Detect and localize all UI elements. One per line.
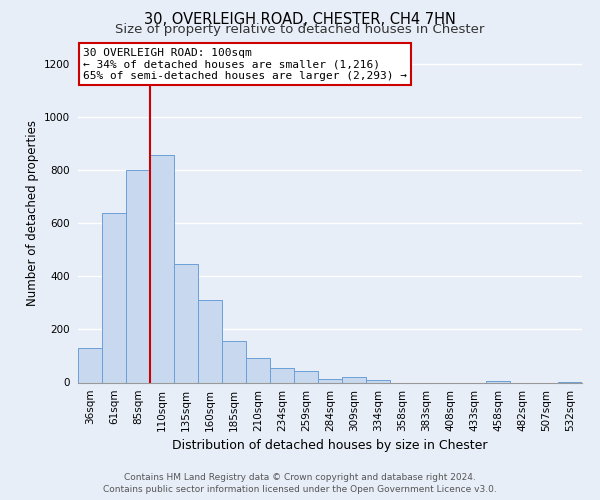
Bar bbox=[222, 340, 246, 382]
Bar bbox=[150, 156, 174, 382]
Bar bbox=[198, 300, 222, 382]
Bar bbox=[486, 381, 510, 382]
Bar bbox=[342, 376, 366, 382]
Bar bbox=[78, 348, 102, 382]
Text: Size of property relative to detached houses in Chester: Size of property relative to detached ho… bbox=[115, 22, 485, 36]
Text: 30 OVERLEIGH ROAD: 100sqm
← 34% of detached houses are smaller (1,216)
65% of se: 30 OVERLEIGH ROAD: 100sqm ← 34% of detac… bbox=[83, 48, 407, 81]
Bar bbox=[366, 380, 390, 382]
Bar bbox=[294, 372, 318, 382]
Text: 30, OVERLEIGH ROAD, CHESTER, CH4 7HN: 30, OVERLEIGH ROAD, CHESTER, CH4 7HN bbox=[144, 12, 456, 28]
Text: Contains HM Land Registry data © Crown copyright and database right 2024.
Contai: Contains HM Land Registry data © Crown c… bbox=[103, 472, 497, 494]
Bar bbox=[174, 264, 198, 382]
X-axis label: Distribution of detached houses by size in Chester: Distribution of detached houses by size … bbox=[172, 439, 488, 452]
Bar bbox=[318, 378, 342, 382]
Y-axis label: Number of detached properties: Number of detached properties bbox=[26, 120, 38, 306]
Bar bbox=[270, 368, 294, 382]
Bar bbox=[102, 212, 126, 382]
Bar bbox=[246, 358, 270, 382]
Bar bbox=[126, 170, 150, 382]
